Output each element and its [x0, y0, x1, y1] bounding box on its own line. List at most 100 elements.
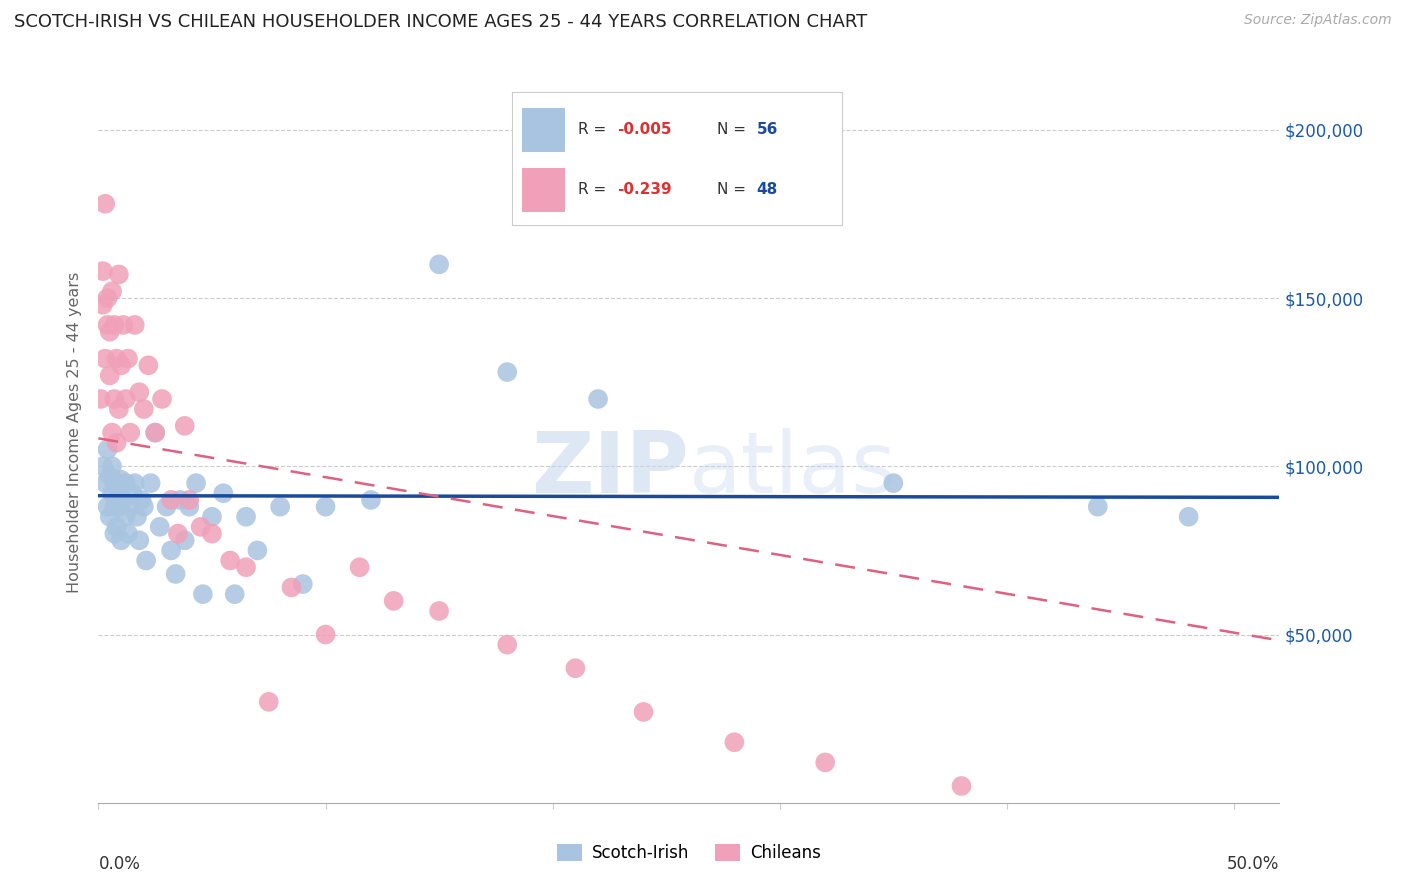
Point	[882, 476, 904, 491]
Point	[101, 285, 124, 299]
Point	[723, 735, 745, 749]
Point	[280, 581, 302, 595]
Point	[128, 533, 150, 548]
Point	[149, 520, 172, 534]
Point	[564, 661, 586, 675]
Point	[201, 509, 224, 524]
Point	[155, 500, 177, 514]
Text: Source: ZipAtlas.com: Source: ZipAtlas.com	[1244, 13, 1392, 28]
Text: atlas: atlas	[689, 428, 897, 511]
Point	[96, 442, 118, 457]
Point	[103, 500, 125, 514]
Text: 0.0%: 0.0%	[98, 855, 141, 872]
Point	[291, 577, 314, 591]
Point	[246, 543, 269, 558]
Point	[138, 359, 160, 373]
Point	[950, 779, 973, 793]
Point	[105, 492, 128, 507]
Point	[110, 359, 132, 373]
Point	[160, 543, 183, 558]
Point	[101, 486, 124, 500]
Point	[98, 469, 121, 483]
Point	[125, 509, 148, 524]
Point	[315, 627, 337, 641]
Point	[90, 392, 112, 406]
Point	[315, 500, 337, 514]
Point	[496, 638, 519, 652]
Point	[120, 425, 142, 440]
Point	[224, 587, 246, 601]
Point	[201, 526, 224, 541]
Point	[94, 196, 117, 211]
Point	[105, 351, 128, 366]
Text: ZIP: ZIP	[531, 428, 689, 511]
Point	[121, 486, 143, 500]
Point	[132, 500, 155, 514]
Point	[167, 526, 190, 541]
Point	[128, 385, 150, 400]
Point	[269, 500, 291, 514]
Point	[814, 756, 837, 770]
Point	[105, 435, 128, 450]
Point	[101, 425, 124, 440]
Point	[169, 492, 191, 507]
Point	[586, 392, 609, 406]
Point	[1177, 509, 1199, 524]
Point	[108, 476, 131, 491]
Point	[108, 500, 131, 514]
Point	[139, 476, 162, 491]
Point	[94, 351, 117, 366]
Point	[103, 392, 125, 406]
Point	[349, 560, 371, 574]
Point	[114, 509, 136, 524]
Point	[257, 695, 280, 709]
Point	[112, 492, 135, 507]
Point	[103, 526, 125, 541]
Point	[91, 298, 114, 312]
Point	[91, 459, 114, 474]
Point	[98, 325, 121, 339]
Point	[110, 473, 132, 487]
Point	[124, 476, 146, 491]
Point	[184, 476, 207, 491]
Point	[150, 392, 173, 406]
Point	[108, 402, 131, 417]
Point	[91, 264, 114, 278]
Point	[98, 509, 121, 524]
Point	[96, 318, 118, 332]
Point	[108, 268, 131, 282]
Point	[173, 533, 195, 548]
Point	[112, 318, 135, 332]
Point	[124, 318, 146, 332]
Point	[105, 520, 128, 534]
Point	[382, 594, 405, 608]
Point	[135, 553, 157, 567]
Point	[219, 553, 242, 567]
Point	[114, 476, 136, 491]
Point	[179, 492, 201, 507]
Point	[117, 351, 139, 366]
Point	[101, 459, 124, 474]
Point	[360, 492, 382, 507]
Point	[94, 476, 117, 491]
Y-axis label: Householder Income Ages 25 - 44 years: Householder Income Ages 25 - 44 years	[67, 272, 83, 593]
Point	[633, 705, 655, 719]
Point	[131, 492, 153, 507]
Point	[98, 368, 121, 383]
Point	[191, 587, 214, 601]
Point	[427, 257, 450, 271]
Point	[235, 509, 257, 524]
Point	[173, 418, 195, 433]
Point	[179, 500, 201, 514]
Point	[110, 533, 132, 548]
Point	[132, 402, 155, 417]
Point	[160, 492, 183, 507]
Point	[120, 500, 142, 514]
Point	[190, 520, 212, 534]
Point	[1087, 500, 1109, 514]
Point	[143, 425, 166, 440]
Text: SCOTCH-IRISH VS CHILEAN HOUSEHOLDER INCOME AGES 25 - 44 YEARS CORRELATION CHART: SCOTCH-IRISH VS CHILEAN HOUSEHOLDER INCO…	[14, 13, 868, 31]
Point	[143, 425, 166, 440]
Point	[212, 486, 235, 500]
Point	[114, 392, 136, 406]
